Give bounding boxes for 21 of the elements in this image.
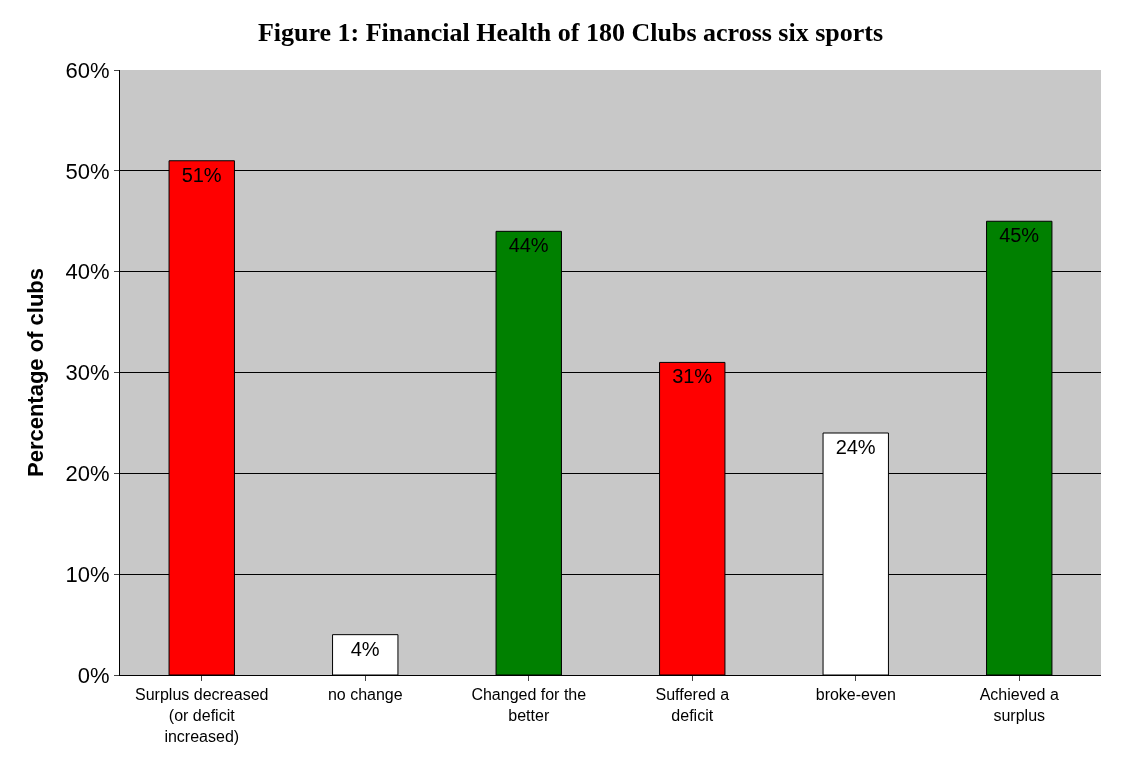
y-tick-label: 50% <box>65 158 110 184</box>
x-tick-label: Changed for the better <box>471 686 587 724</box>
x-tick-label: Suffered a deficit <box>655 686 730 724</box>
y-tick-label: 60% <box>65 57 110 83</box>
y-tick-label: 0% <box>77 662 110 688</box>
chart-title: Figure 1: Financial Health of 180 Clubs across six sports <box>257 18 884 48</box>
data-label: 51% <box>181 163 222 186</box>
y-tick-label: 20% <box>65 461 110 487</box>
y-tick-label: 10% <box>65 561 110 587</box>
x-tick-label: no change <box>327 686 403 704</box>
data-label: 44% <box>508 234 549 257</box>
y-tick-label: 30% <box>65 360 110 386</box>
data-label: 24% <box>835 436 876 458</box>
y-tick-label: 40% <box>65 259 110 285</box>
data-label: 31% <box>672 365 713 388</box>
x-tick-label: broke-even <box>815 686 896 704</box>
data-label: 4% <box>350 637 380 660</box>
x-tick-label: Achieved a surplus <box>979 686 1059 724</box>
data-label: 45% <box>999 224 1040 247</box>
y-axis-title: Percentage of clubs <box>23 267 49 478</box>
x-tick-label: Surplus decreased (or deficit increased) <box>135 686 269 745</box>
